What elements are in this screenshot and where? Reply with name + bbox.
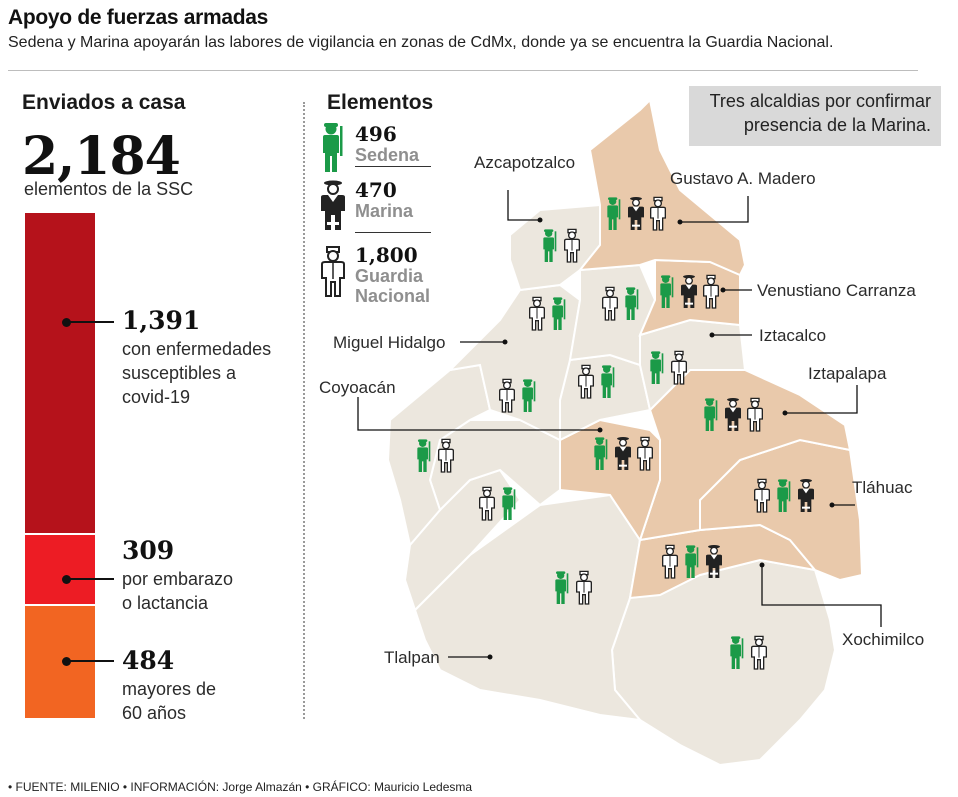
bar-label-line: mayores de — [122, 679, 217, 699]
bar-value: 1,391 — [122, 306, 201, 335]
label-azcapotzalco: Azcapotzalco — [474, 153, 576, 172]
district-miguel-hidalgo — [447, 283, 582, 442]
map-leader-dots — [487, 217, 835, 660]
label-venustiano-carranza: Venustiano Carranza — [757, 281, 916, 300]
bar-leader-dot — [62, 656, 71, 666]
note-line: Tres alcaldias por confirmar — [709, 91, 931, 111]
sent-home-total-label: elementos de la SSC — [24, 179, 194, 199]
sent-home-heading: Enviados a casa — [22, 91, 186, 114]
bar-segment — [25, 606, 95, 718]
leader-gam — [680, 196, 749, 223]
label-miguel-hidalgo: Miguel Hidalgo — [333, 333, 446, 352]
leader-dot — [487, 654, 493, 660]
leader-dot — [782, 410, 788, 416]
map-districts — [386, 97, 864, 767]
label-coyoacan: Coyoacán — [319, 378, 396, 397]
label-gustavo-a-madero: Gustavo A. Madero — [670, 169, 816, 188]
note-line: presencia de la Marina. — [743, 115, 931, 135]
bar-label-line: covid-19 — [122, 387, 191, 407]
leader-dot — [537, 217, 543, 223]
bar-label-line: por embarazo — [122, 569, 234, 589]
leader-dot — [709, 332, 715, 338]
bar-segment — [25, 534, 95, 605]
leader-iztapalapa — [785, 385, 858, 414]
header-divider — [8, 70, 918, 71]
label-tlahuac: Tláhuac — [852, 478, 913, 497]
legend-value-sedena: 496 — [355, 122, 397, 146]
bar-leader-line — [66, 321, 114, 323]
bar-leader-dot — [62, 317, 71, 327]
legend-label-line: Nacional — [355, 286, 431, 306]
leader-azcapotzalco — [507, 190, 540, 221]
legend-value-marina: 470 — [355, 178, 397, 202]
footer-credits: • FUENTE: MILENIO • INFORMACIÓN: Jorge A… — [8, 780, 473, 794]
legend-label-guardia: Guardia Nacional — [355, 266, 430, 306]
section-divider — [303, 102, 305, 719]
sent-home-total: 2,184 — [22, 126, 181, 187]
page-title: Apoyo de fuerzas armadas — [8, 6, 269, 29]
label-iztacalco: Iztacalco — [759, 326, 827, 345]
legend-rule — [355, 166, 431, 167]
bar-leader-line — [66, 660, 114, 662]
bar-leader-line — [66, 578, 114, 580]
label-iztapalapa: Iztapalapa — [808, 364, 887, 383]
district-tlalpan — [413, 493, 643, 722]
district-coyoacan — [559, 418, 661, 543]
bar-value: 484 — [122, 646, 175, 675]
map-leader-lines — [357, 190, 882, 658]
bar-label: mayores de 60 años — [122, 677, 216, 725]
label-tlalpan: Tlalpan — [384, 648, 440, 667]
leader-dot — [829, 502, 835, 508]
legend-label-sedena: Sedena — [355, 145, 420, 165]
note-text: Tres alcaldias por confirmar presencia d… — [710, 89, 931, 137]
legend-value-guardia: 1,800 — [355, 243, 418, 267]
elements-heading: Elementos — [327, 91, 434, 114]
bar-label-line: 60 años — [122, 703, 187, 723]
leader-xochimilco — [761, 565, 882, 627]
label-xochimilco: Xochimilco — [842, 630, 925, 649]
leader-dot — [677, 219, 683, 225]
bar-leader-dot — [62, 574, 71, 584]
leader-coyoacan — [357, 397, 600, 431]
bar-value: 309 — [122, 536, 175, 565]
legend-rule — [355, 232, 431, 233]
bar-label-line: susceptibles a — [122, 363, 237, 383]
legend-label-marina: Marina — [355, 201, 414, 221]
leader-dot — [597, 427, 603, 433]
leader-dot — [720, 287, 726, 293]
leader-dot — [502, 339, 508, 345]
leader-dot — [759, 562, 765, 568]
note-box: Tres alcaldias por confirmar presencia d… — [689, 86, 941, 146]
district-gustavo-a-madero — [577, 97, 747, 277]
bar-label-line: con enfermedades — [122, 339, 272, 359]
legend-label-line: Guardia — [355, 266, 424, 286]
bar-label: con enfermedades susceptibles a covid-19 — [122, 337, 271, 409]
bar-label: por embarazo o lactancia — [122, 567, 233, 615]
bar-segment — [25, 213, 95, 533]
bar-label-line: o lactancia — [122, 593, 209, 613]
page-subtitle: Sedena y Marina apoyarán las labores de … — [8, 34, 834, 51]
